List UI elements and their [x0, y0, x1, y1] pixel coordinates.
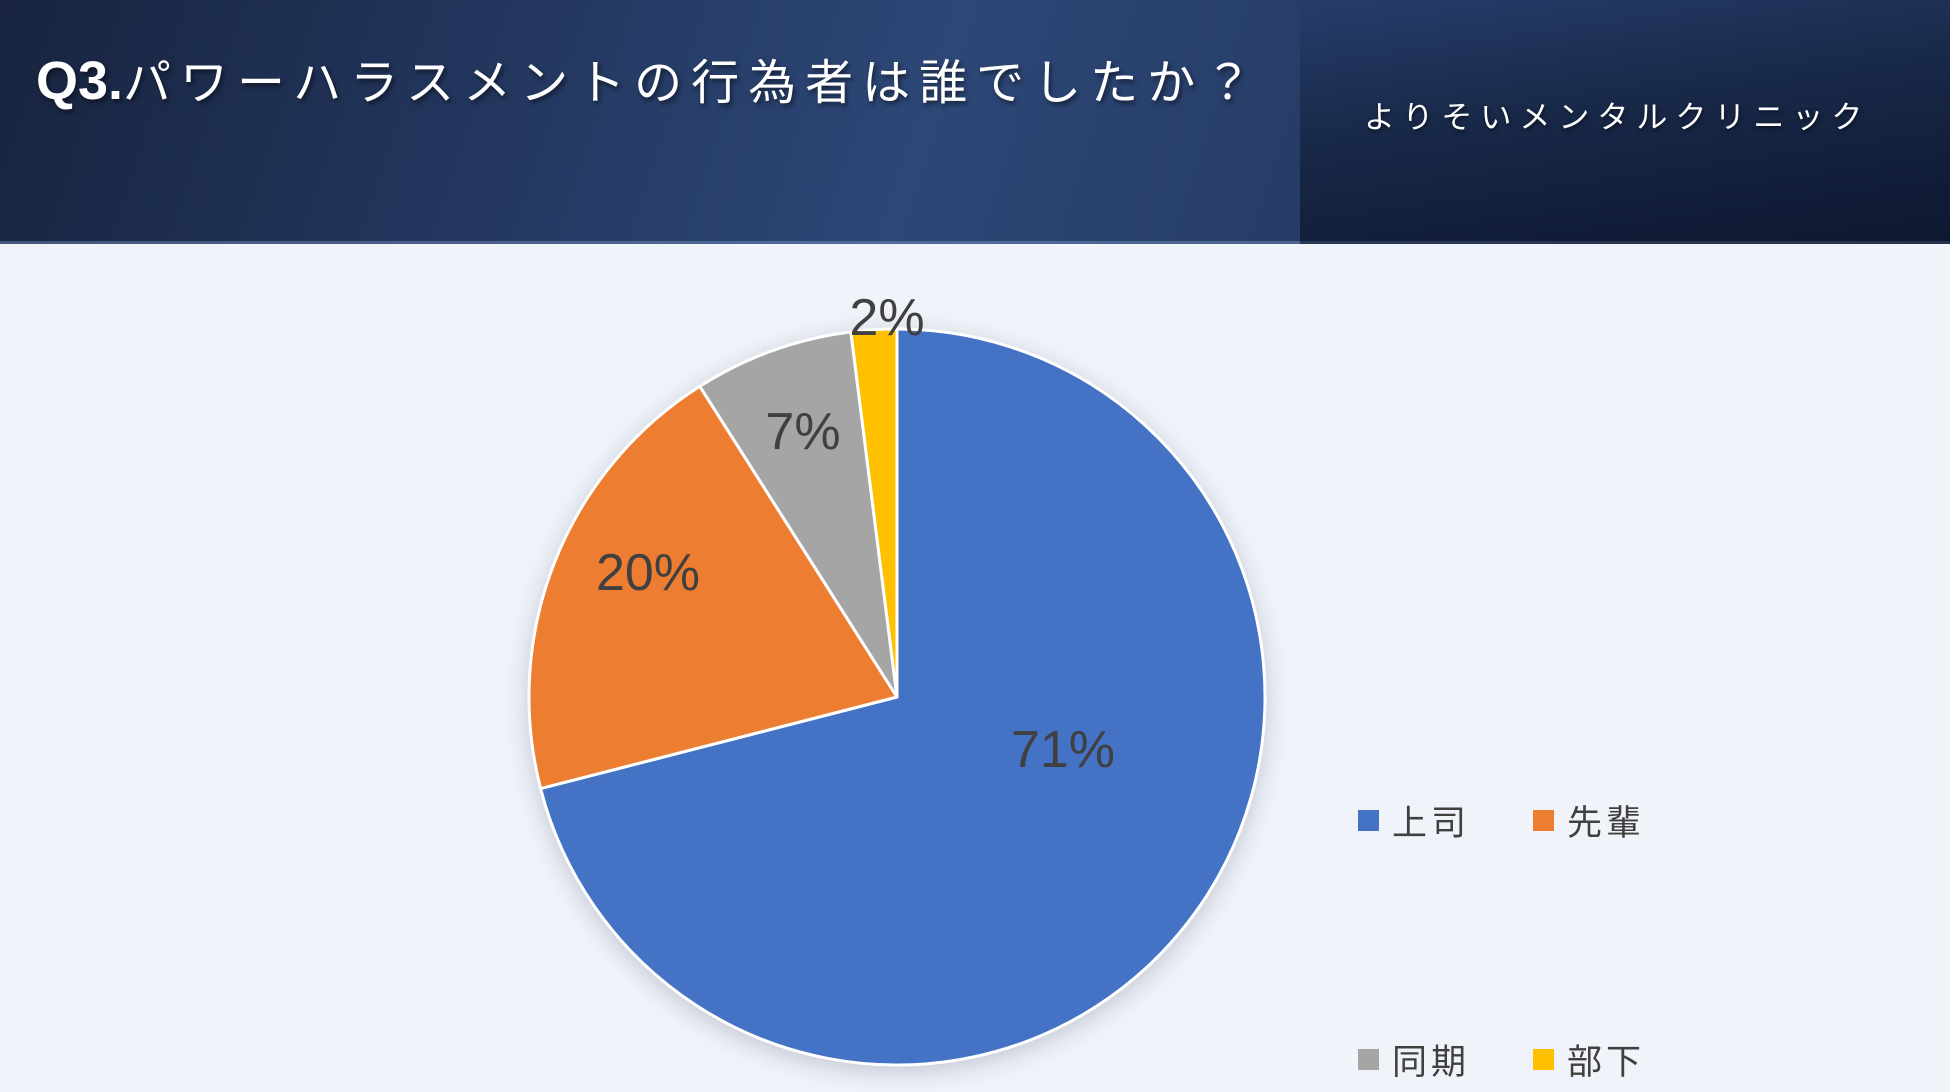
legend-swatch-superior — [1358, 809, 1379, 831]
legend-label-senior: 先輩 — [1567, 803, 1646, 843]
legend-item-peer: 同期 — [1358, 1039, 1470, 1082]
legend-label-subordinate: 部下 — [1567, 1042, 1646, 1082]
question-text: パワーハラスメントの行為者は誰でしたか？ — [123, 57, 1262, 110]
brand-banner: よりそいメンタルクリニック — [1300, 0, 1950, 244]
pie-label-同期: 7% — [765, 403, 841, 461]
legend-swatch-senior — [1533, 809, 1554, 831]
question-title: Q3.パワーハラスメントの行為者は誰でしたか？ — [36, 50, 1328, 115]
legend-swatch-peer — [1358, 1048, 1379, 1070]
pie-slice-先輩 — [527, 384, 899, 791]
pie-slice-部下 — [849, 327, 899, 699]
question-number: Q3. — [36, 51, 124, 111]
pie-label-上司: 71% — [1010, 721, 1116, 779]
legend-label-superior: 上司 — [1392, 803, 1471, 843]
legend-item-senior: 先輩 — [1533, 800, 1645, 843]
pie-label-先輩: 20% — [595, 544, 701, 602]
pie-chart-area: 71% 20% 7% 2% 上司 先輩 同期 部下 — [0, 244, 1950, 1092]
legend-item-subordinate: 部下 — [1533, 1039, 1645, 1082]
slide-header: Q3.パワーハラスメントの行為者は誰でしたか？ よりそいメンタルクリニック — [0, 0, 1950, 244]
pie-slice-上司 — [539, 327, 1267, 1067]
question-banner: Q3.パワーハラスメントの行為者は誰でしたか？ — [0, 0, 1300, 244]
pie-label-部下: 2% — [849, 289, 925, 347]
legend-label-peer: 同期 — [1392, 1042, 1471, 1082]
pie-slice-同期 — [698, 330, 899, 699]
brand-name: よりそいメンタルクリニック — [1364, 100, 1871, 135]
legend-item-superior: 上司 — [1358, 800, 1470, 843]
legend-swatch-subordinate — [1533, 1048, 1554, 1070]
